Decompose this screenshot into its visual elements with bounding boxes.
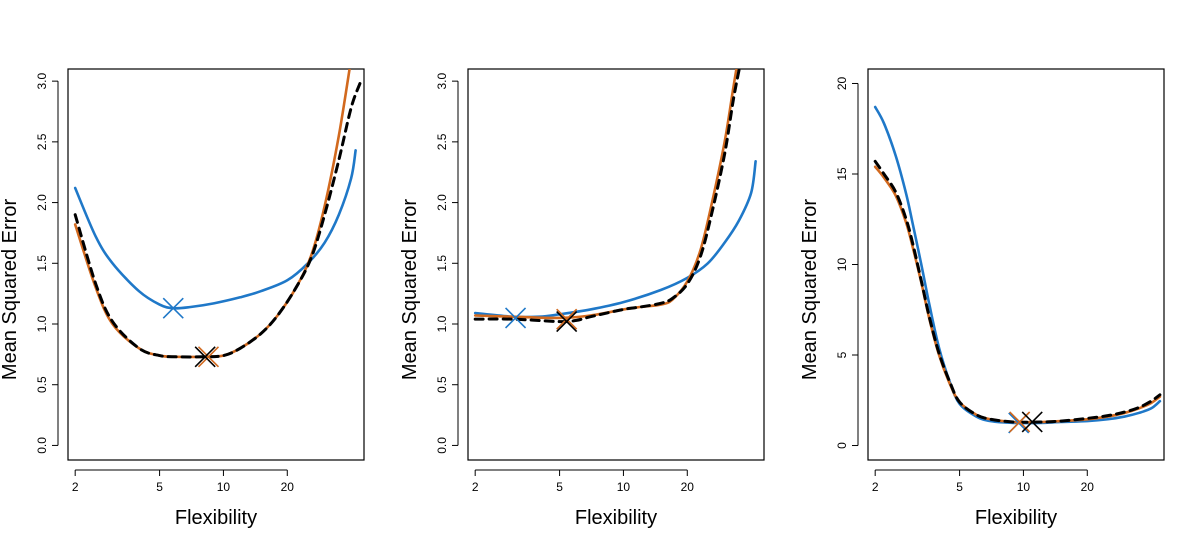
x-tick-label: 20 — [681, 480, 695, 494]
y-tick-label: 0.0 — [435, 437, 449, 454]
series-orange-line — [473, 69, 738, 320]
x-tick-label: 10 — [217, 480, 231, 494]
y-tick-label: 1.5 — [35, 255, 49, 272]
min-marker-black — [194, 346, 216, 368]
min-marker-black — [556, 311, 578, 333]
y-tick-label: 1.0 — [35, 315, 49, 332]
y-axis-title: Mean Squared Error — [799, 199, 821, 381]
series-orange-line — [73, 69, 351, 359]
min-marker-stroke — [504, 307, 527, 329]
y-tick-label: 2.5 — [435, 133, 449, 150]
x-tick-label: 20 — [1081, 480, 1095, 494]
y-tick-label: 1.0 — [435, 315, 449, 332]
y-tick-label: 20 — [835, 76, 849, 90]
series-group — [873, 105, 1162, 425]
x-tick-label: 10 — [617, 480, 631, 494]
min-marker-blue — [162, 297, 184, 319]
min-marker-orange — [197, 346, 220, 368]
x-tick-label: 2 — [472, 480, 479, 494]
x-tick-label: 10 — [1017, 480, 1031, 494]
y-tick-label: 1.5 — [435, 255, 449, 272]
series-black-line — [873, 159, 1162, 424]
y-axis-title: Mean Squared Error — [0, 199, 21, 381]
series-group — [473, 69, 757, 324]
x-tick-label: 2 — [872, 480, 879, 494]
y-tick-label: 0.5 — [435, 376, 449, 393]
y-tick-label: 3.0 — [435, 72, 449, 89]
y-tick-label: 0.5 — [35, 376, 49, 393]
min-marker-stroke — [194, 346, 216, 368]
chart-panel-1: 2 5 10 20 0.0 0.5 1.0 1.5 2.0 2.5 3.0 Flexibility Me… — [0, 68, 365, 529]
y-tick-label: 15 — [835, 167, 849, 181]
x-axis-title: Flexibility — [975, 507, 1057, 529]
series-blue-line — [473, 159, 757, 319]
series-black-line — [473, 69, 741, 324]
plot-frame — [67, 68, 365, 461]
series-blue-line — [873, 105, 1162, 425]
chart-panel-2: 2 5 10 20 0.0 0.5 1.0 1.5 2.0 2.5 3.0 Flexibility Me… — [399, 68, 765, 529]
y-tick-label: 10 — [835, 258, 849, 272]
x-axis-title: Flexibility — [175, 507, 257, 529]
y-tick-label: 5 — [835, 351, 849, 358]
x-axis-title: Flexibility — [575, 507, 657, 529]
series-black-line — [73, 82, 362, 359]
y-tick-label: 0.0 — [35, 437, 49, 454]
y-tick-label: 2.0 — [35, 194, 49, 211]
x-tick-label: 5 — [956, 480, 963, 494]
y-axis-title: Mean Squared Error — [399, 199, 421, 381]
min-marker-stroke — [197, 346, 220, 368]
x-tick-label: 20 — [281, 480, 295, 494]
min-marker-stroke — [1021, 411, 1043, 433]
series-blue-line — [73, 149, 357, 310]
min-marker-blue — [504, 307, 527, 329]
series-orange-line — [873, 165, 1162, 424]
x-tick-label: 2 — [72, 480, 79, 494]
min-marker-stroke — [556, 308, 578, 330]
min-marker-stroke — [556, 311, 578, 333]
series-group — [73, 69, 362, 359]
chart-panel-3: 2 5 10 20 0 5 10 15 20 Flexibility Mean Squared Er… — [799, 68, 1165, 529]
y-tick-label: 2.5 — [35, 133, 49, 150]
plot-frame — [867, 68, 1165, 461]
min-marker-stroke — [162, 297, 184, 319]
x-tick-label: 5 — [556, 480, 563, 494]
min-marker-orange — [556, 308, 578, 330]
y-tick-label: 0 — [835, 442, 849, 449]
min-marker-black — [1021, 411, 1043, 433]
x-tick-label: 5 — [156, 480, 163, 494]
plot-frame — [467, 68, 765, 461]
y-tick-label: 3.0 — [35, 72, 49, 89]
y-tick-label: 2.0 — [435, 194, 449, 211]
